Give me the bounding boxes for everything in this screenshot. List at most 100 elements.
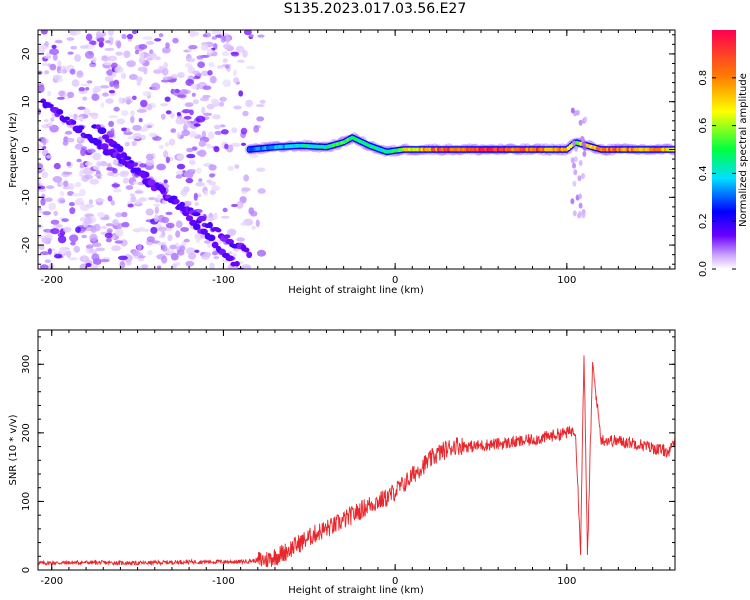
chirp-mark	[211, 241, 219, 249]
noise-blob	[48, 202, 56, 211]
noise-blob	[44, 259, 51, 264]
noise-blob	[257, 34, 265, 38]
noise-blob	[150, 53, 157, 58]
chirp-mark	[197, 215, 207, 222]
noise-blob	[126, 60, 136, 68]
noise-blob	[67, 51, 74, 55]
noise-blob	[94, 198, 105, 203]
noise-blob	[209, 262, 215, 269]
noise-blob	[176, 112, 181, 116]
noise-blob	[56, 96, 65, 100]
colorbar-tick-label: 0.0	[698, 261, 709, 277]
burst-mark	[570, 198, 575, 205]
noise-blob	[227, 166, 234, 171]
noise-blob	[203, 112, 213, 117]
noise-blob	[142, 91, 152, 97]
noise-blob	[61, 218, 69, 223]
noise-blob	[113, 83, 120, 89]
colorbar-ticks: 0.0 0.2 0.4 0.6 0.8	[698, 70, 736, 277]
noise-blob	[219, 96, 227, 102]
noise-blob	[127, 203, 134, 208]
noise-blob	[189, 32, 196, 38]
noise-blob	[57, 197, 66, 204]
noise-blob	[91, 242, 102, 247]
noise-blob	[110, 200, 116, 206]
burst-mark	[572, 180, 577, 187]
noise-blob	[222, 58, 228, 63]
noise-blob	[161, 255, 168, 264]
noise-blob	[153, 69, 162, 74]
noise-blob	[102, 92, 109, 97]
x-tick-label: -200	[40, 576, 63, 587]
noise-blob	[85, 262, 92, 268]
noise-blob	[212, 114, 221, 120]
noise-blob	[146, 125, 153, 129]
noise-blob	[41, 62, 48, 66]
noise-blob	[86, 148, 96, 154]
noise-blob	[39, 264, 49, 269]
noise-blob	[67, 91, 75, 99]
noise-blob	[43, 55, 52, 59]
chirp-mark	[123, 156, 132, 161]
noise-blob	[230, 51, 240, 57]
noise-blob	[53, 210, 58, 217]
noise-blob	[40, 30, 48, 35]
snr-y-label: SNR (10 * v/v)	[8, 414, 19, 485]
noise-blob	[164, 96, 171, 102]
noise-blob	[183, 120, 192, 128]
noise-blob	[51, 44, 57, 49]
noise-blob	[194, 249, 200, 253]
noise-blob	[147, 250, 153, 256]
noise-blob	[90, 112, 99, 120]
noise-blob	[80, 148, 87, 157]
noise-blob	[185, 79, 194, 86]
noise-blob	[116, 118, 126, 125]
x-tick-label: 100	[557, 275, 576, 286]
noise-blob	[127, 136, 136, 140]
chirp-mark	[173, 198, 180, 204]
noise-blob	[126, 33, 134, 40]
noise-blob	[148, 132, 157, 138]
noise-blob	[121, 221, 130, 228]
noise-blob	[107, 55, 118, 62]
noise-blob	[75, 116, 84, 121]
noise-blob	[208, 181, 217, 186]
chirp-mark	[147, 179, 156, 186]
noise-blob	[139, 163, 147, 168]
noise-blob	[213, 256, 220, 260]
noise-blob	[183, 115, 192, 120]
noise-blob	[160, 79, 170, 83]
noise-blob	[105, 40, 111, 44]
burst-mark	[572, 162, 576, 169]
noise-blob	[246, 65, 256, 70]
chirp-mark	[234, 261, 240, 267]
noise-blob	[89, 233, 98, 242]
noise-blob	[101, 31, 107, 37]
noise-blob	[98, 41, 104, 48]
noise-blob	[70, 241, 76, 246]
noise-blob	[68, 114, 75, 118]
noise-blob	[227, 251, 233, 255]
chirp-mark	[223, 234, 231, 239]
noise-blob	[151, 82, 161, 91]
noise-blob	[131, 140, 137, 147]
noise-blob	[54, 75, 60, 82]
noise-blob	[135, 76, 143, 82]
noise-blob	[255, 104, 265, 108]
burst-mark	[583, 116, 588, 123]
noise-blob	[249, 34, 255, 38]
chirp-mark	[116, 145, 124, 153]
burst-mark	[572, 140, 576, 147]
noise-blob	[259, 99, 266, 104]
noise-blob	[210, 98, 219, 105]
chirp-mark	[77, 125, 85, 131]
noise-blob	[225, 35, 230, 44]
y-tick-label: 100	[21, 492, 32, 511]
noise-blob	[128, 74, 138, 80]
noise-blob	[193, 123, 201, 127]
noise-blob	[158, 33, 164, 38]
noise-blob	[71, 193, 82, 197]
noise-blob	[245, 99, 254, 108]
colorbar-label: Normalized spectral amplitude	[738, 73, 749, 227]
noise-blob	[111, 245, 122, 252]
